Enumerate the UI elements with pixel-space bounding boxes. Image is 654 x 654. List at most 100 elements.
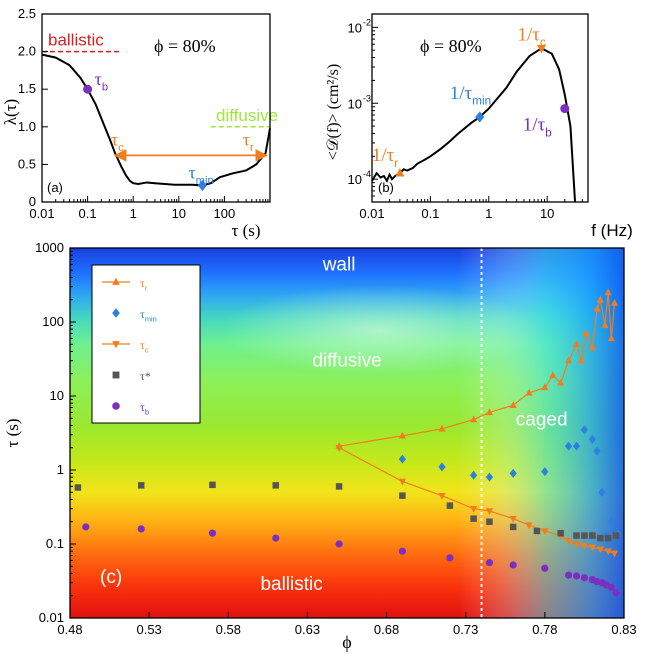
point-τ* bbox=[589, 532, 596, 539]
x-tick-label: 10 bbox=[172, 206, 186, 221]
y-tick-label: 0.1 bbox=[46, 536, 64, 551]
y-tick-label: 10 bbox=[348, 96, 362, 111]
point-τc bbox=[580, 542, 589, 550]
x-tick-label: 0.1 bbox=[79, 206, 97, 221]
point-τmin bbox=[438, 462, 446, 472]
reference-label-diffusive: diffusive bbox=[216, 106, 278, 125]
panel-b-xlabel: f (Hz) bbox=[591, 221, 633, 240]
marker-tau-b bbox=[83, 84, 93, 94]
legend-label-2: τc bbox=[140, 338, 149, 355]
x-tick-label: 0.68 bbox=[374, 622, 399, 637]
point-τ* bbox=[137, 482, 145, 489]
point-τc bbox=[572, 541, 581, 549]
point-τ* bbox=[272, 482, 280, 489]
panel-a-annotation: ϕ = 80% bbox=[154, 36, 216, 56]
label-tau-r: τr bbox=[243, 129, 254, 153]
point-τb bbox=[446, 554, 454, 562]
point-τr bbox=[398, 431, 406, 439]
point-τc bbox=[525, 522, 533, 530]
point-τ* bbox=[446, 502, 454, 509]
point-τc bbox=[610, 550, 619, 558]
x-tick-label: 1 bbox=[485, 206, 492, 221]
point-τc bbox=[470, 505, 478, 513]
region-label-caged: caged bbox=[516, 409, 568, 430]
point-τc bbox=[604, 548, 612, 556]
point-τr bbox=[572, 340, 581, 347]
point-τr bbox=[557, 378, 565, 386]
label-inv-tau-min: 1/τmin bbox=[450, 83, 491, 108]
point-τr bbox=[577, 356, 585, 364]
x-tick-label: 1 bbox=[130, 206, 137, 221]
point-τc bbox=[565, 538, 573, 546]
point-τ* bbox=[509, 523, 517, 531]
panel-c-label: (c) bbox=[100, 567, 122, 588]
point-τr bbox=[582, 329, 590, 337]
x-tick-label: 0.1 bbox=[421, 206, 439, 221]
panel-a-frame bbox=[41, 13, 271, 203]
marker-inv-tau-r bbox=[395, 167, 405, 177]
region-label-wall: wall bbox=[322, 254, 356, 275]
x-tick-label: 0.01 bbox=[29, 206, 54, 221]
reference-label-ballistic: ballistic bbox=[48, 31, 104, 50]
panel-c-frame bbox=[69, 247, 625, 619]
x-tick-label: 100 bbox=[214, 206, 236, 221]
point-τr bbox=[485, 408, 494, 416]
point-τc bbox=[485, 508, 494, 516]
point-τr bbox=[604, 288, 612, 296]
marker-tau-min bbox=[197, 179, 207, 192]
marker-inv-tau-c bbox=[537, 44, 547, 54]
legend-label-1: τmin bbox=[140, 307, 157, 324]
region-label-ballistic: ballistic bbox=[260, 574, 322, 595]
point-τmin bbox=[593, 446, 601, 456]
point-τmin bbox=[485, 472, 494, 482]
x-tick-label: 0.48 bbox=[57, 622, 82, 637]
point-τmin bbox=[607, 517, 615, 527]
legend-marker-1 bbox=[112, 308, 120, 318]
y-tick-exponent: -4 bbox=[363, 169, 371, 179]
panel-a-label: (a) bbox=[47, 180, 63, 195]
label-inv-tau-b: 1/τb bbox=[523, 115, 552, 140]
y-tick-label: 0.01 bbox=[39, 610, 64, 625]
point-τb bbox=[272, 534, 280, 542]
point-τ* bbox=[399, 492, 406, 499]
point-τmin bbox=[470, 470, 478, 480]
point-τb bbox=[612, 589, 620, 597]
region-label-diffusive: diffusive bbox=[312, 351, 381, 372]
point-τr bbox=[438, 424, 446, 432]
x-tick-label: 0.58 bbox=[216, 622, 241, 637]
label-inv-tau-r: 1/τr bbox=[372, 145, 398, 170]
y-tick-label: 1 bbox=[57, 462, 64, 477]
heatmap-diffusive-glow bbox=[220, 285, 540, 375]
point-τ* bbox=[209, 481, 216, 489]
point-τr bbox=[470, 415, 478, 423]
point-τ* bbox=[604, 534, 612, 542]
panel-c-xlabel: ϕ bbox=[342, 632, 351, 652]
point-τ* bbox=[533, 527, 541, 535]
label-inv-tau-c: 1/τc bbox=[518, 24, 546, 49]
x-tick-label: 0.53 bbox=[136, 622, 161, 637]
series-line-τc bbox=[338, 447, 615, 554]
legend-marker-2 bbox=[112, 341, 120, 349]
panel-b-label: (b) bbox=[378, 180, 394, 195]
point-τb bbox=[82, 523, 90, 531]
point-τr bbox=[601, 321, 609, 329]
point-τb bbox=[137, 525, 145, 533]
point-τmin bbox=[565, 441, 573, 451]
point-τ* bbox=[335, 483, 343, 490]
point-τc bbox=[509, 515, 517, 523]
point-τmin bbox=[580, 425, 589, 435]
marker-inv-tau-min bbox=[475, 111, 485, 123]
y-tick-label: 2.0 bbox=[18, 44, 36, 59]
marker-inv-tau-b bbox=[560, 104, 570, 114]
panel-b-ylabel: <𝒟(f)> (cm²/s) bbox=[325, 64, 342, 160]
point-τ* bbox=[612, 532, 620, 539]
y-tick-label: 1.5 bbox=[18, 81, 36, 96]
panel-c-ylabel: τ (s) bbox=[3, 418, 22, 447]
point-τb bbox=[572, 572, 581, 580]
point-τb bbox=[485, 559, 494, 567]
legend-marker-4 bbox=[112, 402, 120, 410]
y-tick-exponent: -3 bbox=[363, 93, 371, 103]
point-τmin bbox=[598, 487, 606, 497]
label-tau-b: τb bbox=[95, 69, 108, 93]
